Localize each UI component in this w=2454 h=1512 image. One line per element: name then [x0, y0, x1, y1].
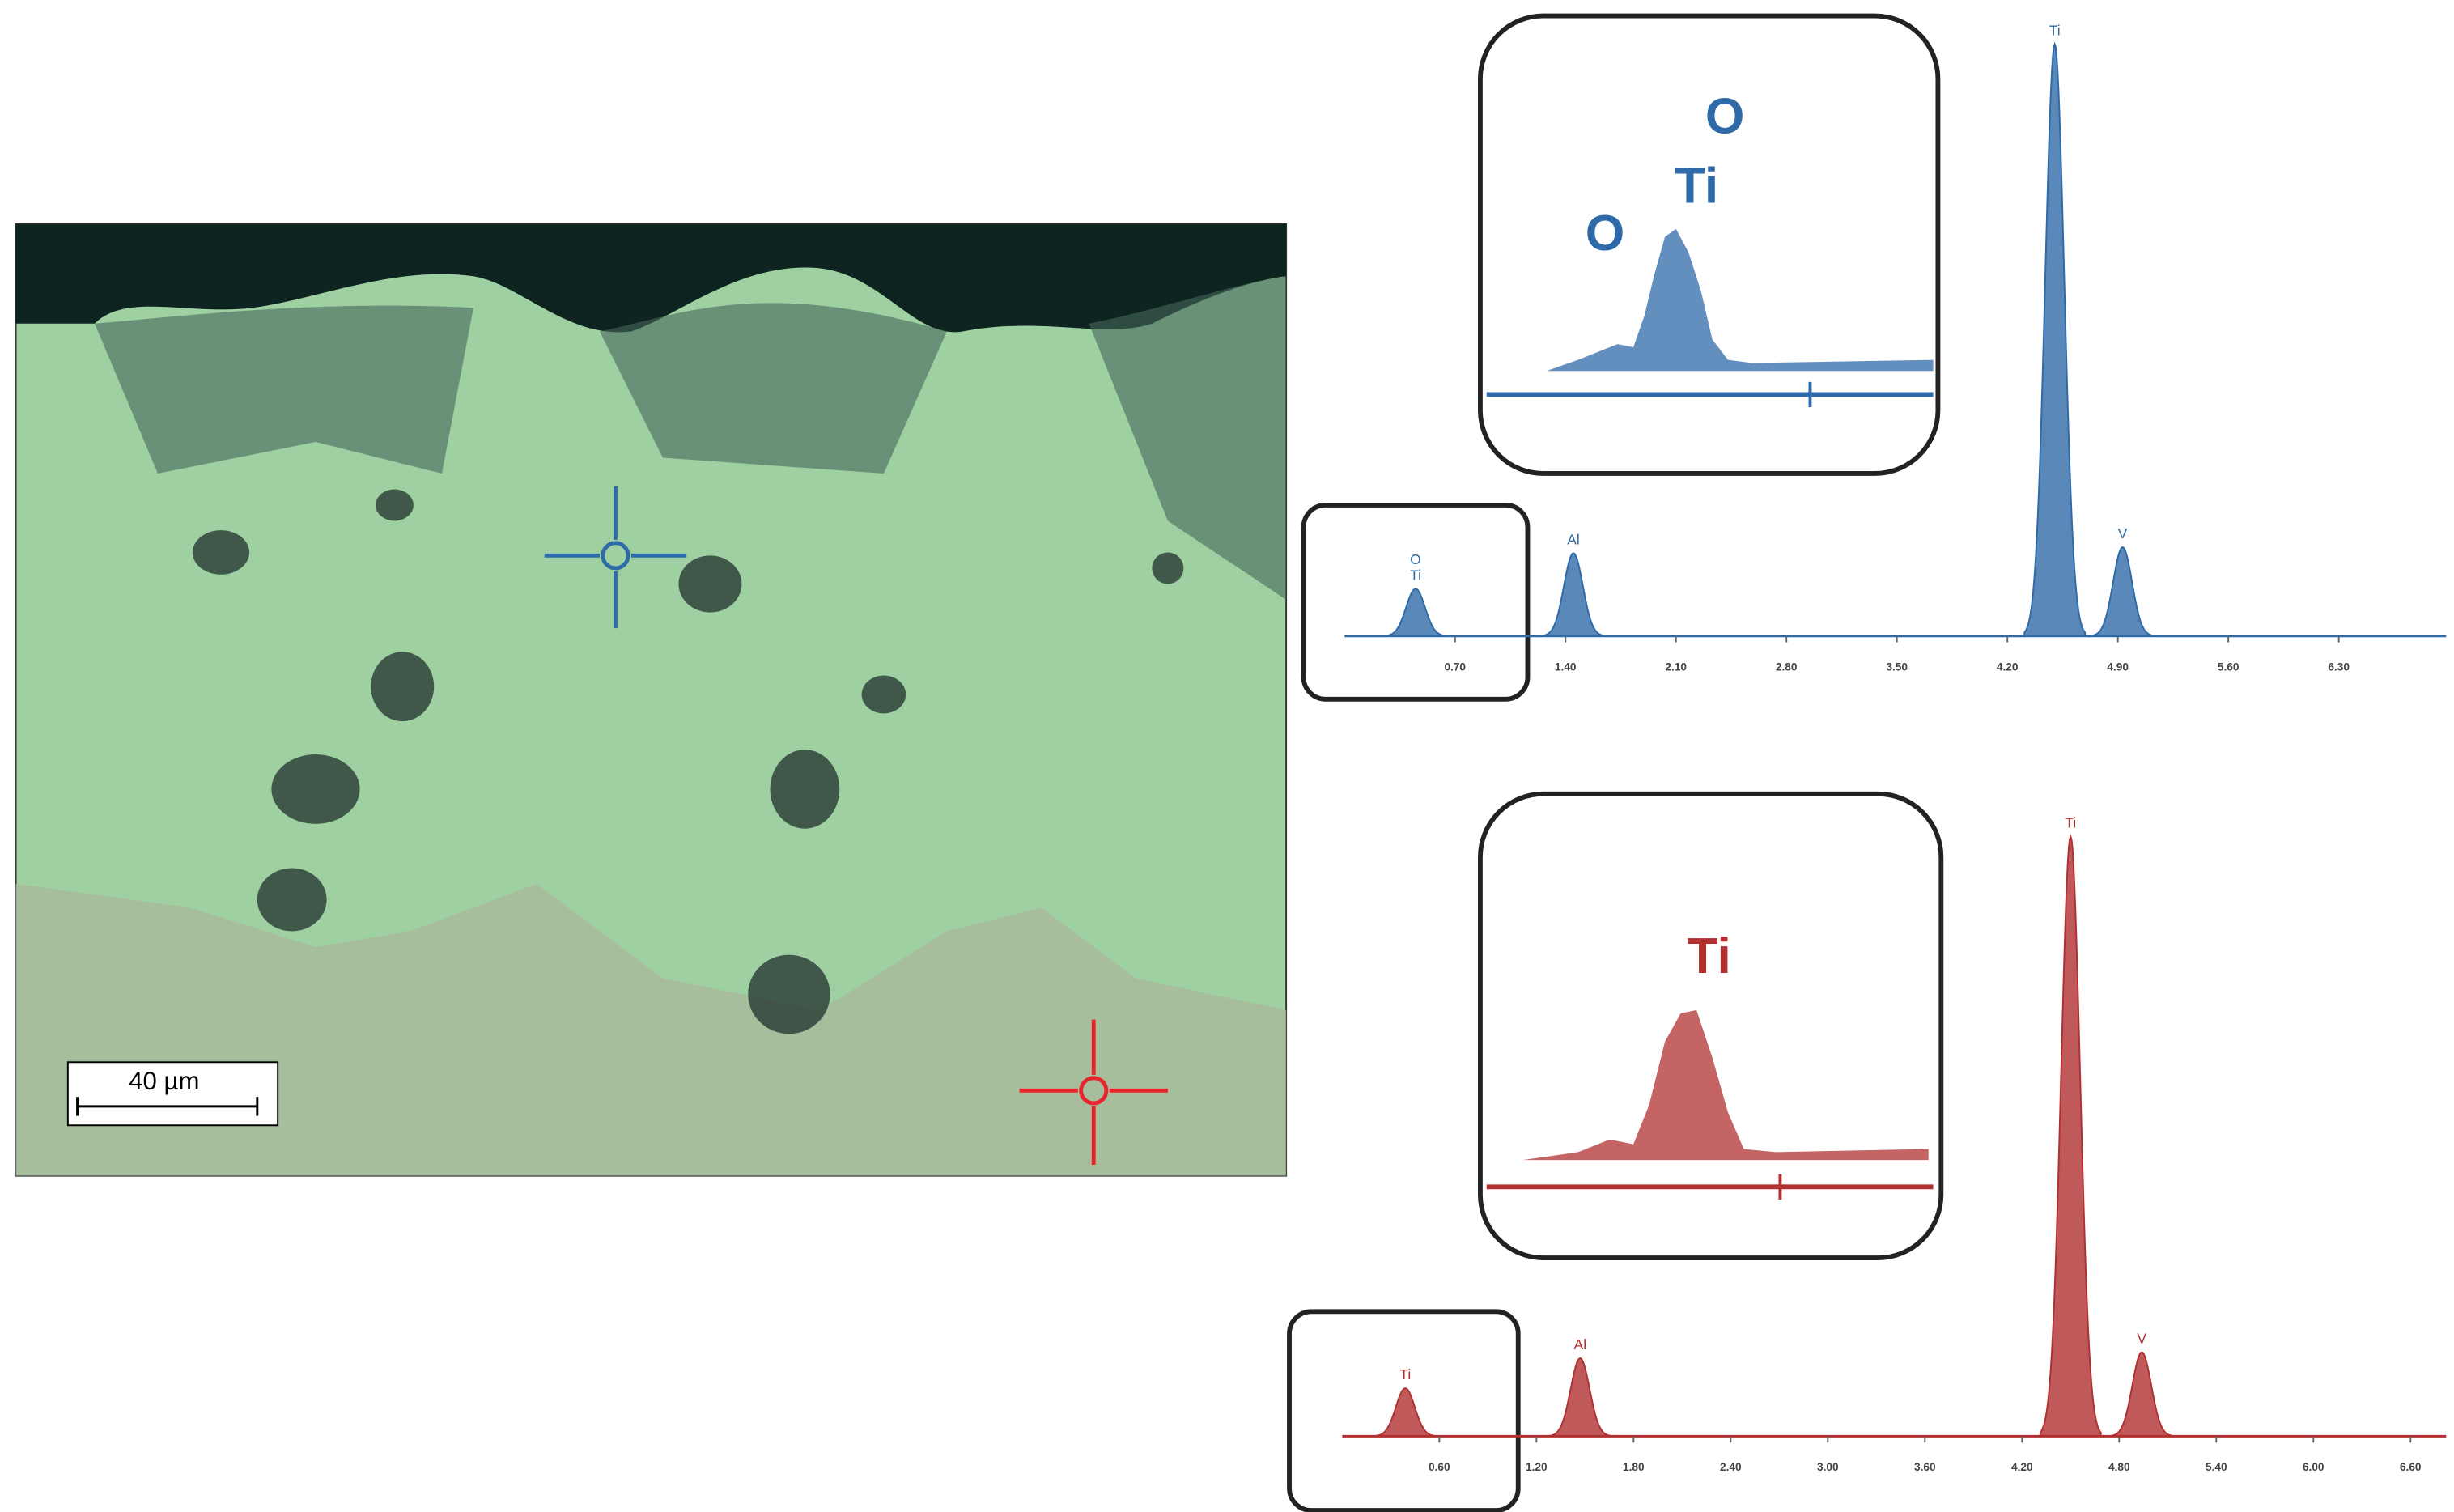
dark-spots — [192, 489, 1184, 1034]
x-tick-label: 2.80 — [1776, 660, 1798, 673]
scale-bar-label: 40 µm — [129, 1067, 199, 1095]
peak — [1373, 1387, 1437, 1438]
peak-label: Al — [1567, 531, 1580, 547]
inset-label: Ti — [1675, 158, 1718, 214]
x-tick-label: 6.60 — [2400, 1461, 2422, 1473]
peak-label: V — [2118, 525, 2128, 542]
peak — [2023, 41, 2087, 637]
x-tick-label: 4.20 — [2011, 1461, 2033, 1473]
dark-zone — [1089, 276, 1287, 600]
x-tick-label: 4.20 — [1997, 660, 2019, 673]
x-tick-label: 2.40 — [1720, 1461, 1742, 1473]
blue-marker — [544, 486, 687, 629]
scale-bar — [76, 1097, 259, 1116]
x-tick-label: 6.00 — [2303, 1461, 2325, 1473]
peak — [1384, 588, 1447, 637]
x-tick-label: 3.60 — [1914, 1461, 1936, 1473]
x-tick-label: 5.60 — [2218, 660, 2240, 673]
x-tick-label: 3.50 — [1886, 660, 1908, 673]
dark-top — [15, 223, 1287, 333]
red-inset — [1287, 791, 1944, 1512]
peak-label: Ti — [1410, 567, 1421, 583]
peak-label: Al — [1574, 1336, 1587, 1353]
peak — [2039, 834, 2102, 1438]
scale-bar-box — [66, 1061, 279, 1127]
x-tick-label: 3.00 — [1817, 1461, 1839, 1473]
peak — [2110, 1351, 2173, 1438]
x-tick-label: 6.30 — [2328, 660, 2350, 673]
x-tick-label: 5.40 — [2206, 1461, 2227, 1473]
micrograph: 40 µm — [15, 223, 1288, 1177]
dark-zone — [599, 303, 947, 474]
x-tick-label: 0.60 — [1429, 1461, 1450, 1473]
peak — [2091, 546, 2154, 637]
x-tick-label: 4.80 — [2108, 1461, 2130, 1473]
x-tick-label: 0.70 — [1444, 660, 1466, 673]
x-tick-label: 1.20 — [1526, 1461, 1548, 1473]
peak-label: O — [1410, 551, 1421, 567]
lower-zone — [15, 883, 1287, 1176]
x-tick-label: 1.80 — [1623, 1461, 1645, 1473]
inset-label: O — [1705, 89, 1745, 145]
x-tick-label: 2.10 — [1665, 660, 1687, 673]
inset-label: O — [1586, 206, 1625, 261]
peak — [1542, 552, 1605, 637]
peak-label: Ti — [2065, 814, 2076, 830]
x-tick-label: 4.90 — [2107, 660, 2129, 673]
dark-zone — [94, 305, 473, 474]
inset-label: Ti — [1688, 928, 1731, 984]
red-marker — [1019, 1019, 1168, 1166]
peak-label: Ti — [2049, 23, 2061, 39]
peak-label: Ti — [1399, 1366, 1411, 1382]
peak — [1548, 1357, 1611, 1438]
blue-inset — [1301, 13, 1941, 702]
x-tick-label: 1.40 — [1555, 660, 1577, 673]
peak-label: V — [2137, 1331, 2146, 1347]
